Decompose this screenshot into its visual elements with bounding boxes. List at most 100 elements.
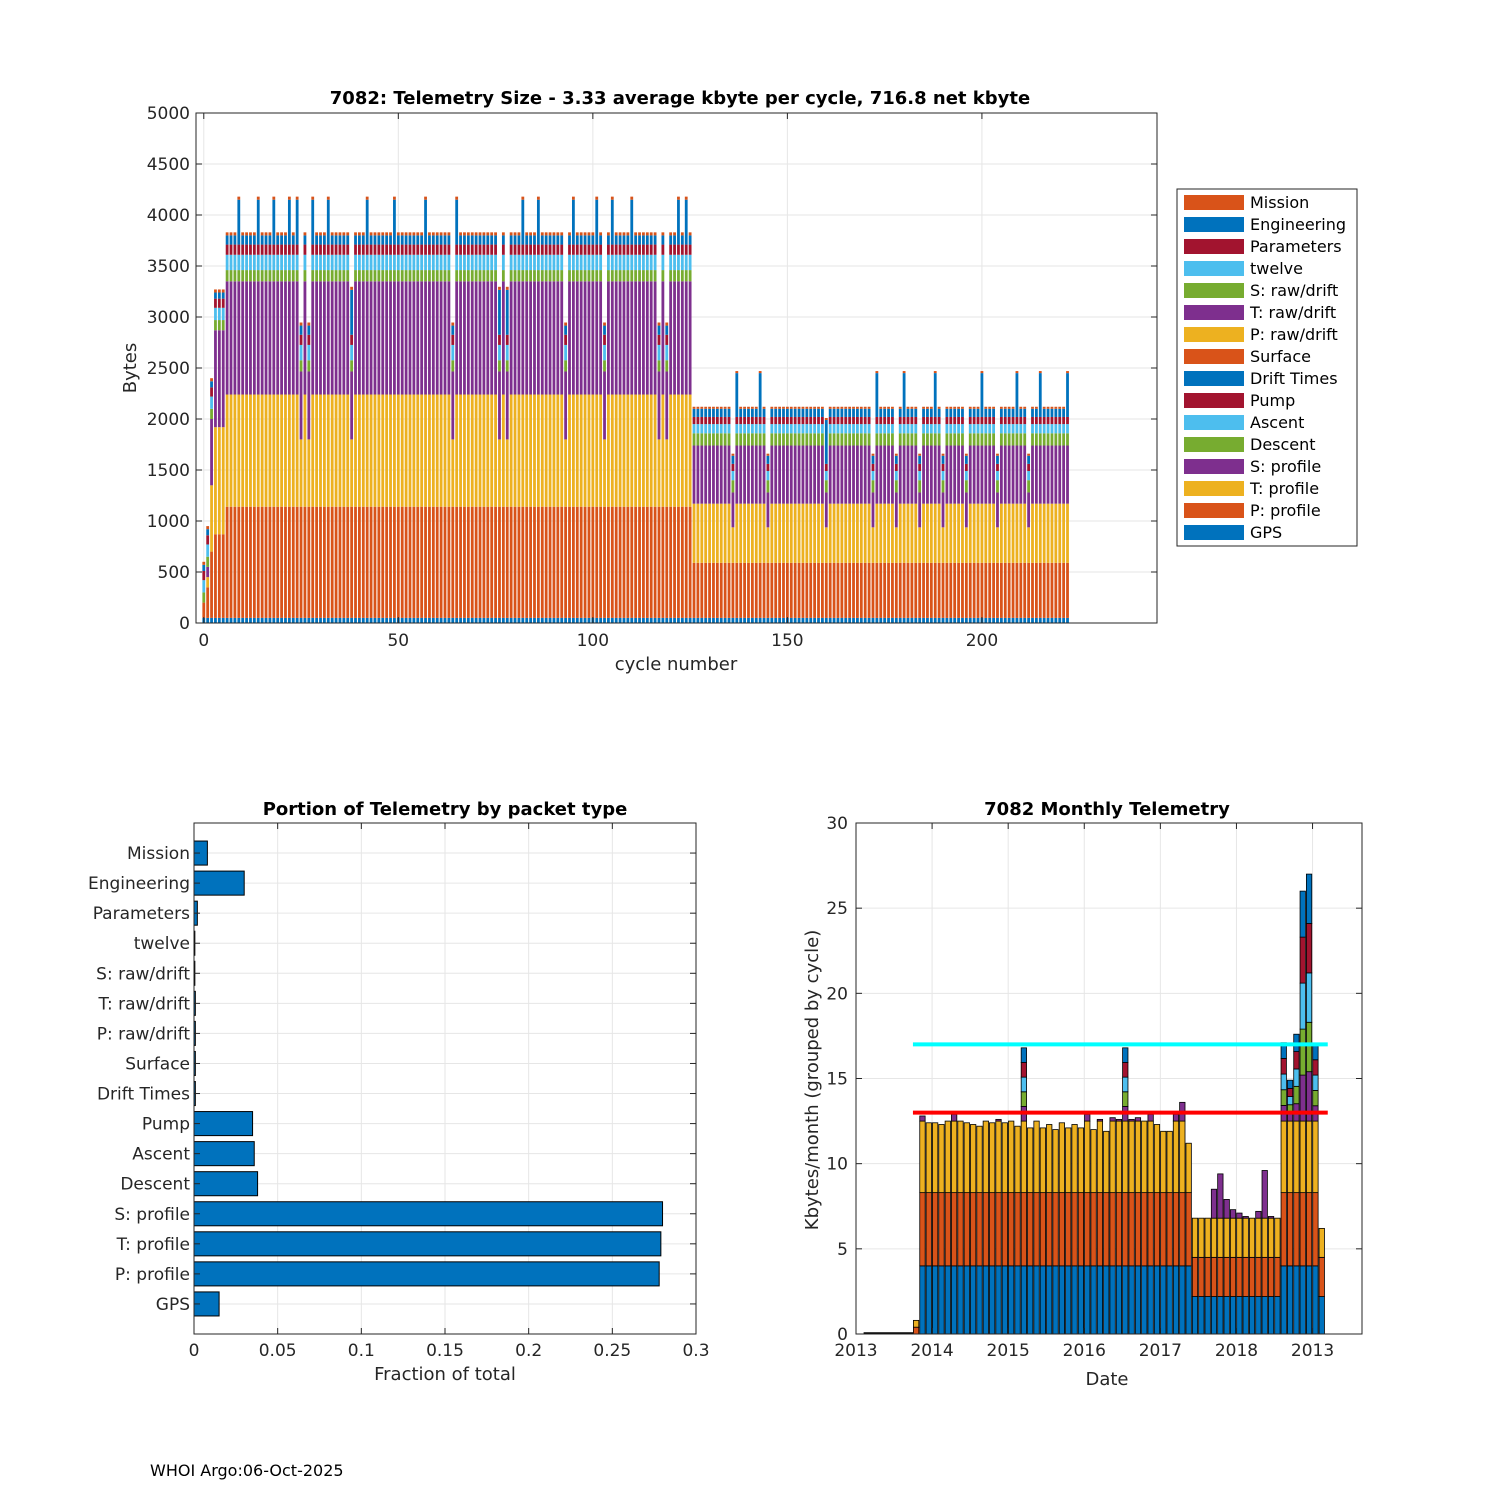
bar-segment: [692, 433, 696, 446]
bar-segment: [583, 270, 587, 282]
bar-segment: [575, 506, 579, 618]
bar-segment: [284, 394, 287, 507]
bar-segment: [634, 244, 638, 255]
bar-segment: [610, 506, 614, 618]
bar-segment: [1023, 408, 1027, 417]
bar-segment: [976, 433, 980, 446]
bar-segment: [579, 506, 583, 618]
bar-segment: [478, 254, 482, 271]
bar-segment: [381, 281, 385, 395]
bar-segment: [665, 371, 669, 440]
bar-segment: [498, 506, 501, 618]
bar-segment: [206, 617, 210, 623]
legend-swatch: [1184, 459, 1244, 474]
bar-segment: [221, 320, 225, 331]
bar-segment: [944, 1265, 951, 1335]
bar-segment: [350, 371, 354, 440]
bar-segment: [914, 503, 918, 563]
y-tick-label: 3500: [147, 257, 190, 277]
bar-segment: [583, 232, 587, 236]
bar-segment: [684, 196, 688, 200]
bar-segment: [898, 562, 902, 618]
bar-segment: [801, 503, 805, 563]
bar-segment: [217, 320, 221, 331]
bar-segment: [980, 424, 984, 434]
bar-segment: [762, 433, 766, 446]
bar-segment: [319, 617, 322, 623]
bar-segment: [723, 416, 727, 425]
bar-segment: [342, 394, 346, 507]
bar-segment: [455, 254, 459, 271]
bar-segment: [365, 196, 369, 200]
bar-segment: [252, 270, 256, 282]
bar-segment: [1042, 406, 1046, 409]
bar-segment: [789, 617, 793, 623]
bar-segment: [1027, 453, 1031, 456]
bar-segment: [1185, 1142, 1192, 1194]
monthly-xlabel: Date: [1085, 1369, 1128, 1390]
bar-segment: [747, 408, 750, 417]
bar-segment: [793, 445, 797, 504]
bar-segment: [821, 617, 824, 623]
bar-segment: [1039, 1192, 1046, 1267]
bar-segment: [1134, 1120, 1142, 1194]
bar-segment: [801, 408, 805, 417]
bar-segment: [750, 445, 754, 504]
bar-segment: [1034, 424, 1038, 434]
bar-segment: [315, 235, 319, 245]
bar-segment: [610, 394, 614, 507]
bar-segment: [474, 270, 478, 282]
bar-segment: [517, 270, 521, 282]
bar-segment: [217, 292, 221, 299]
bar-segment: [852, 617, 855, 623]
bar-segment: [280, 506, 283, 618]
bar-segment: [439, 235, 443, 245]
bar-segment: [451, 439, 455, 507]
bar-segment: [953, 408, 957, 417]
bar-segment: [828, 445, 832, 504]
bar-segment: [754, 424, 758, 434]
bar-segment: [995, 1265, 1002, 1335]
bar-segment: [350, 360, 354, 372]
bar-segment: [1122, 1091, 1129, 1107]
bar-segment: [607, 270, 610, 282]
bar-segment: [1242, 1296, 1249, 1335]
bar-segment: [704, 433, 708, 446]
bar-segment: [564, 506, 568, 618]
legend-swatch: [1184, 349, 1244, 364]
bar-segment: [999, 503, 1003, 563]
bar-segment: [299, 325, 303, 335]
bar-segment: [996, 453, 999, 456]
bar-segment: [992, 416, 995, 425]
bar-segment: [225, 254, 229, 271]
bar-segment: [649, 617, 653, 623]
bar-segment: [556, 235, 560, 245]
bar-segment: [373, 270, 377, 282]
bar-segment: [844, 424, 848, 434]
bar-segment: [552, 232, 556, 236]
bar-segment: [334, 394, 338, 507]
bar-segment: [859, 433, 863, 446]
bar-segment: [408, 281, 412, 395]
bar-segment: [599, 281, 603, 395]
bar-segment: [813, 416, 817, 425]
bar-segment: [1134, 1192, 1142, 1267]
bar-segment: [451, 325, 455, 335]
bar-segment: [587, 254, 591, 271]
bar-segment: [459, 235, 462, 245]
bar-segment: [408, 232, 412, 236]
bar-segment: [743, 416, 746, 425]
bar-segment: [431, 244, 435, 255]
bar-segment: [669, 254, 673, 271]
bar-segment: [529, 617, 532, 623]
bar-segment: [723, 503, 727, 563]
bar-segment: [630, 617, 634, 623]
bar-segment: [859, 408, 863, 417]
bar-segment: [789, 433, 793, 446]
bar-segment: [770, 562, 774, 618]
bar-segment: [692, 617, 696, 623]
bar-segment: [396, 232, 400, 236]
bar-segment: [739, 433, 743, 446]
